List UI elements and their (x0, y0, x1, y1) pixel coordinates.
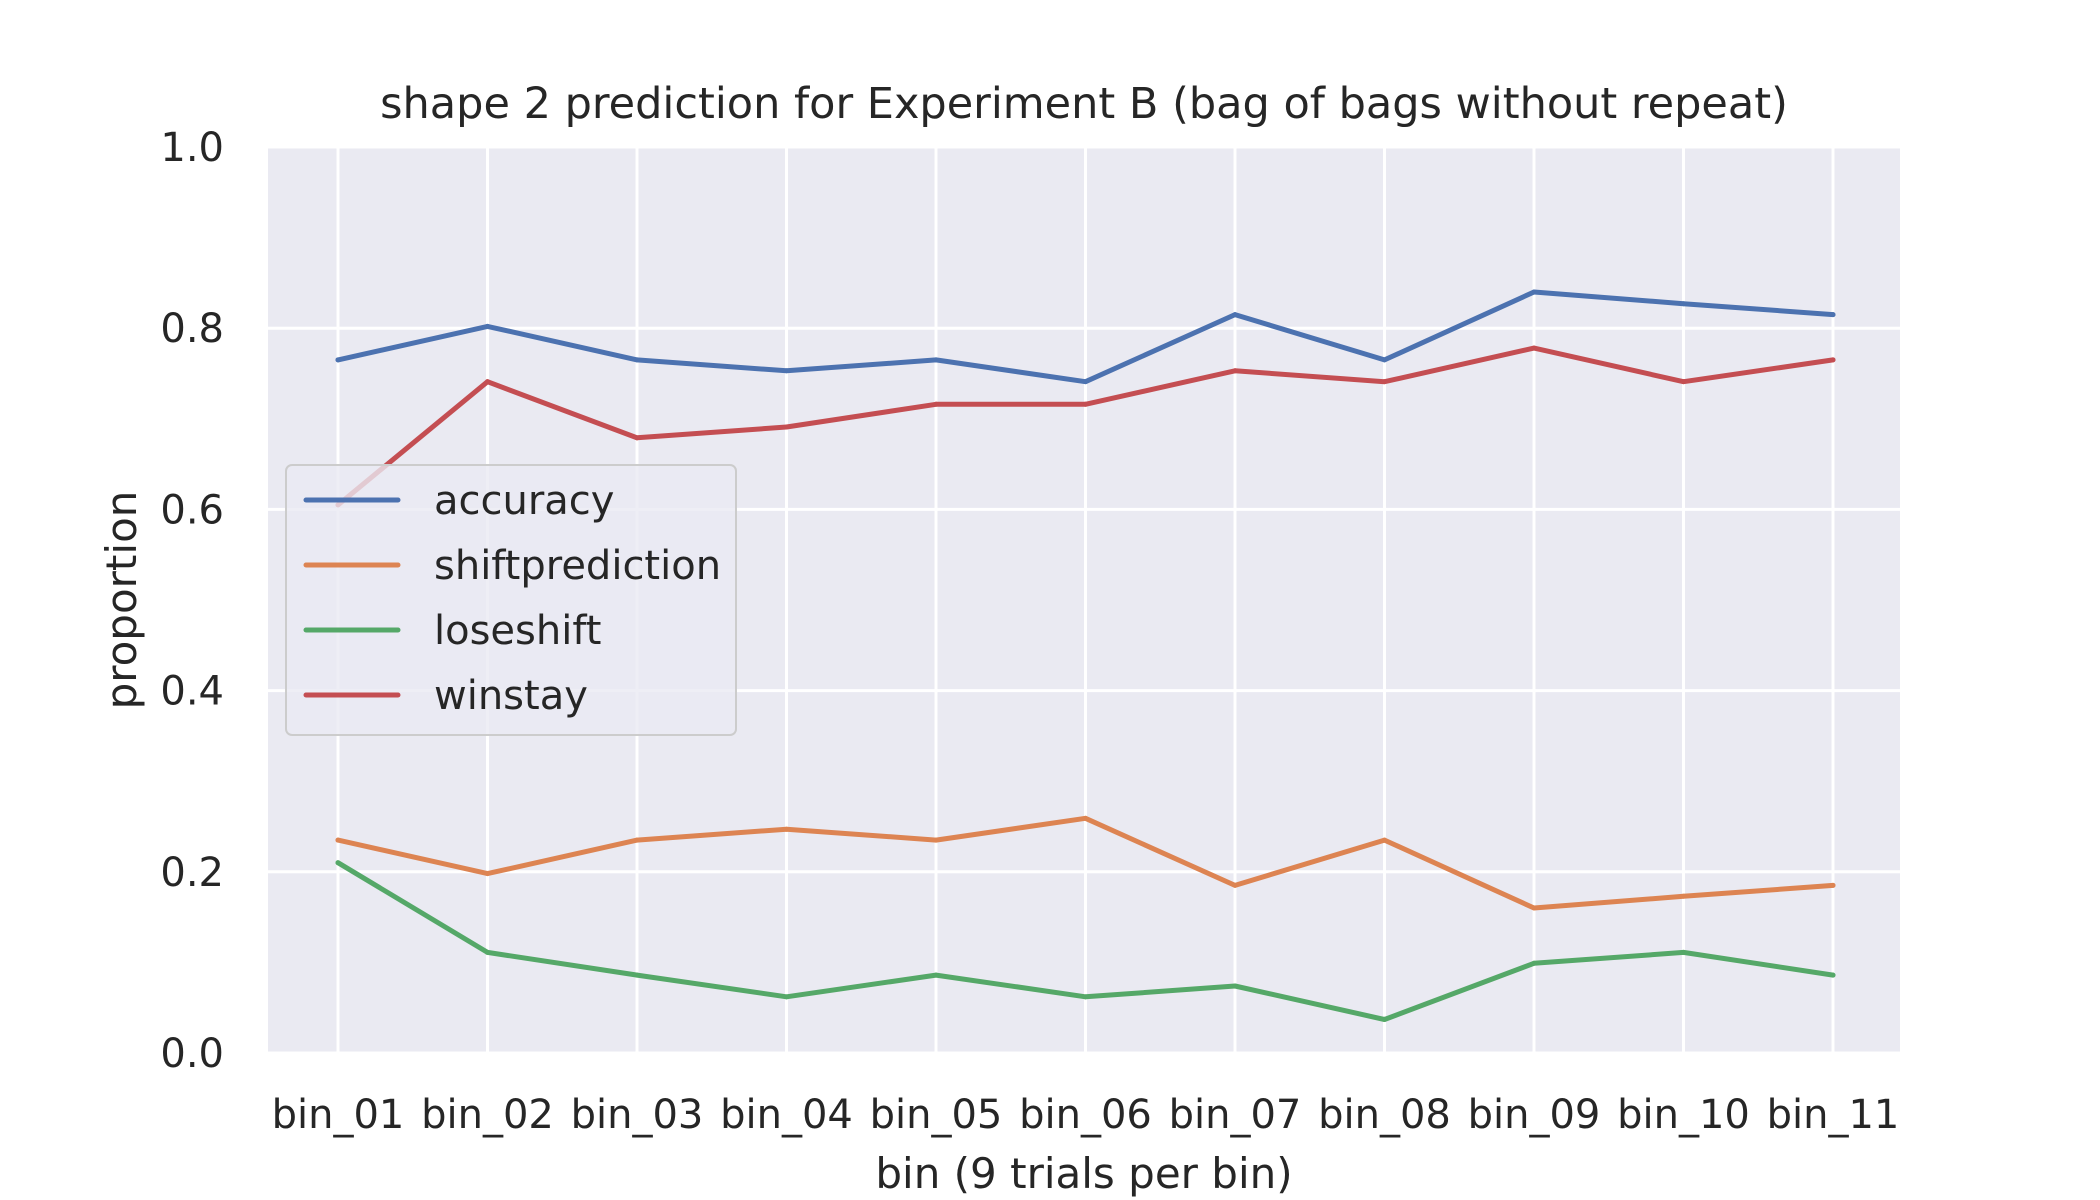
series-lines (335, 289, 1836, 1022)
data-point-loseshift (1232, 983, 1238, 989)
data-point-shiftprediction (1083, 815, 1088, 821)
data-point-shiftprediction (1382, 837, 1387, 843)
data-point-shiftprediction (784, 826, 789, 832)
data-point-winstay (1681, 379, 1686, 385)
data-point-shiftprediction (1681, 893, 1686, 899)
x-axis-label: bin (9 trials per bin) (875, 1149, 1292, 1198)
y-tick-label: 0.8 (160, 306, 224, 352)
chart-title: shape 2 prediction for Experiment B (bag… (380, 79, 1788, 129)
x-tick-label: bin_02 (421, 1092, 554, 1138)
data-point-loseshift (485, 949, 490, 955)
data-point-accuracy (1681, 301, 1686, 307)
legend-box (285, 464, 737, 736)
y-tick-label: 1.0 (160, 125, 224, 171)
data-point-accuracy (1382, 357, 1387, 363)
y-tick-labels: 0.0 0.2 0.4 0.6 0.8 1.0 (160, 125, 224, 1077)
data-point-loseshift (933, 972, 939, 978)
data-point-shiftprediction (634, 837, 640, 843)
data-point-winstay (1083, 401, 1088, 407)
data-point-accuracy (1830, 312, 1836, 318)
x-tick-label: bin_08 (1318, 1092, 1451, 1138)
y-tick-label: 0.6 (160, 487, 224, 533)
data-point-loseshift (634, 972, 640, 978)
x-tick-label: bin_10 (1617, 1092, 1750, 1138)
data-point-accuracy (784, 368, 789, 374)
data-point-accuracy (335, 357, 341, 363)
data-point-accuracy (1083, 379, 1088, 385)
data-point-loseshift (1830, 972, 1836, 978)
data-point-winstay (1830, 357, 1836, 363)
x-tick-label: bin_01 (272, 1092, 405, 1138)
data-point-loseshift (335, 860, 341, 866)
data-point-accuracy (634, 357, 640, 363)
data-point-loseshift (784, 994, 789, 1000)
data-point-winstay (1232, 368, 1238, 374)
data-point-loseshift (1382, 1016, 1387, 1022)
x-tick-label: bin_04 (720, 1092, 853, 1138)
data-point-shiftprediction (1531, 905, 1537, 911)
data-point-shiftprediction (933, 837, 939, 843)
data-point-loseshift (1681, 949, 1686, 955)
data-point-accuracy (1531, 289, 1537, 295)
x-tick-label: bin_05 (870, 1092, 1003, 1138)
data-point-winstay (784, 424, 789, 430)
legend-items: accuracy shiftprediction loseshift winstay (303, 478, 721, 719)
x-tick-label: bin_06 (1019, 1092, 1152, 1138)
data-point-loseshift (1531, 960, 1537, 966)
y-axis-label: proportion (97, 491, 146, 710)
data-point-winstay (933, 401, 939, 407)
data-point-accuracy (1232, 312, 1238, 318)
data-point-shiftprediction (485, 871, 490, 877)
y-tick-label: 0.4 (160, 669, 224, 715)
data-point-shiftprediction (335, 837, 341, 843)
data-point-winstay (1382, 379, 1387, 385)
data-point-winstay (634, 435, 640, 441)
x-tick-label: bin_03 (571, 1092, 704, 1138)
data-point-winstay (1531, 345, 1537, 351)
x-tick-label: bin_11 (1767, 1092, 1900, 1138)
legend: accuracy shiftprediction loseshift winstay (285, 464, 737, 736)
legend-label-accuracy: accuracy (434, 478, 614, 524)
x-tick-labels: bin_01 bin_02 bin_03 bin_04 bin_05 bin_06 bin_… (272, 1092, 1900, 1138)
data-point-shiftprediction (1232, 882, 1238, 888)
data-point-winstay (485, 379, 490, 385)
legend-label-loseshift: loseshift (434, 608, 601, 654)
data-point-loseshift (1083, 994, 1088, 1000)
y-tick-label: 0.2 (160, 850, 224, 896)
x-tick-label: bin_09 (1468, 1092, 1601, 1138)
y-tick-label: 0.0 (160, 1031, 224, 1077)
data-point-accuracy (933, 357, 939, 363)
legend-label-winstay: winstay (434, 673, 588, 719)
legend-label-shiftprediction: shiftprediction (434, 543, 721, 589)
data-point-shiftprediction (1830, 882, 1836, 888)
x-tick-label: bin_07 (1169, 1092, 1302, 1138)
data-point-accuracy (485, 323, 490, 329)
